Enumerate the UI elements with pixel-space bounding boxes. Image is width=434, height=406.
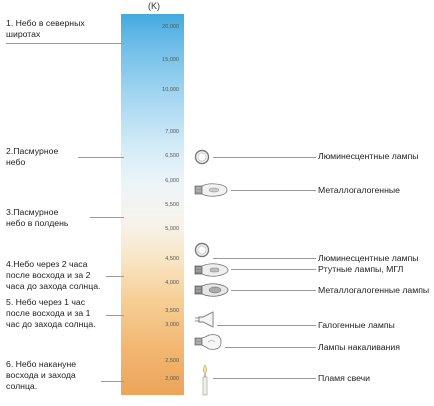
connector-line bbox=[101, 381, 124, 382]
halogen-reflector-lamp-icon bbox=[195, 311, 214, 328]
connector-line bbox=[106, 276, 124, 277]
lamp-label-halogen: Галогенные лампы bbox=[318, 320, 395, 330]
tick-label: 4,500 bbox=[165, 256, 179, 262]
tick-label: 6,000 bbox=[165, 178, 179, 184]
tick-label: 6,500 bbox=[165, 153, 179, 159]
color-temperature-gradient-bar bbox=[121, 14, 184, 395]
tick-label: 7,000 bbox=[165, 129, 179, 135]
connector-line bbox=[90, 217, 124, 218]
tick-label: 5,000 bbox=[165, 226, 179, 232]
tick-label: 10,000 bbox=[162, 87, 179, 93]
tick-label: 20,000 bbox=[162, 24, 179, 30]
tick-label: 4,000 bbox=[165, 280, 179, 286]
environment-label-before-sunrise: 6. Небо накануне восхода и захода солнца… bbox=[6, 359, 77, 391]
environment-label-overcast-noon: 3.Пасмурное небо в полдень bbox=[6, 207, 69, 228]
lamp-label-fluorescent-2: Люминесцентные лампы bbox=[318, 253, 419, 263]
connector-line bbox=[213, 157, 316, 158]
connector-line bbox=[231, 269, 316, 270]
environment-label-overcast-sky: 2.Пасмурное небо bbox=[6, 146, 59, 167]
metal-halide-lamp-icon bbox=[194, 183, 228, 197]
kelvin-unit-label: (K) bbox=[148, 1, 160, 11]
lamp-label-metal-halide-2: Металлогалогенные лампы bbox=[318, 285, 430, 295]
lamp-label-incandescent: Лампы накаливания bbox=[318, 342, 400, 352]
connector-line bbox=[225, 347, 316, 348]
mercury-lamp-icon bbox=[194, 263, 229, 277]
tick-label: 15,000 bbox=[162, 57, 179, 63]
tick-label: 3,500 bbox=[165, 308, 179, 314]
connector-line bbox=[106, 315, 124, 316]
lamp-label-fluorescent: Люминесцентные лампы bbox=[318, 151, 419, 161]
environment-label-northern-sky: 1. Небо в северных широтах bbox=[6, 18, 85, 39]
connector-line bbox=[78, 157, 124, 158]
lamp-label-candle: Пламя свечи bbox=[318, 373, 371, 383]
connector-line bbox=[217, 325, 316, 326]
connector-line bbox=[213, 258, 316, 259]
tick-label: 5,500 bbox=[165, 202, 179, 208]
candle-icon bbox=[202, 364, 208, 396]
environment-label-1h-after-sunrise: 5. Небо через 1 час после восхода и за 1… bbox=[6, 297, 96, 329]
ring-fluorescent-lamp-icon bbox=[194, 149, 210, 165]
environment-label-2h-after-sunrise: 4.Небо через 2 часа после восхода и за 2… bbox=[6, 259, 101, 291]
ring-fluorescent-lamp-icon bbox=[194, 242, 210, 258]
tick-label: 3,000 bbox=[165, 322, 179, 328]
lamp-label-metal-halide: Металлогалогенные bbox=[318, 185, 400, 195]
tick-label: 2,500 bbox=[165, 358, 179, 364]
connector-line bbox=[231, 190, 316, 191]
connector-line bbox=[231, 290, 316, 291]
lamp-label-mercury: Ртутные лампы, МГЛ bbox=[318, 264, 404, 274]
metal-halide-lamp-icon bbox=[194, 283, 229, 297]
connector-line bbox=[213, 378, 316, 379]
incandescent-bulb-icon bbox=[194, 334, 222, 350]
connector-line bbox=[6, 43, 124, 44]
tick-label: 2,000 bbox=[165, 376, 179, 382]
